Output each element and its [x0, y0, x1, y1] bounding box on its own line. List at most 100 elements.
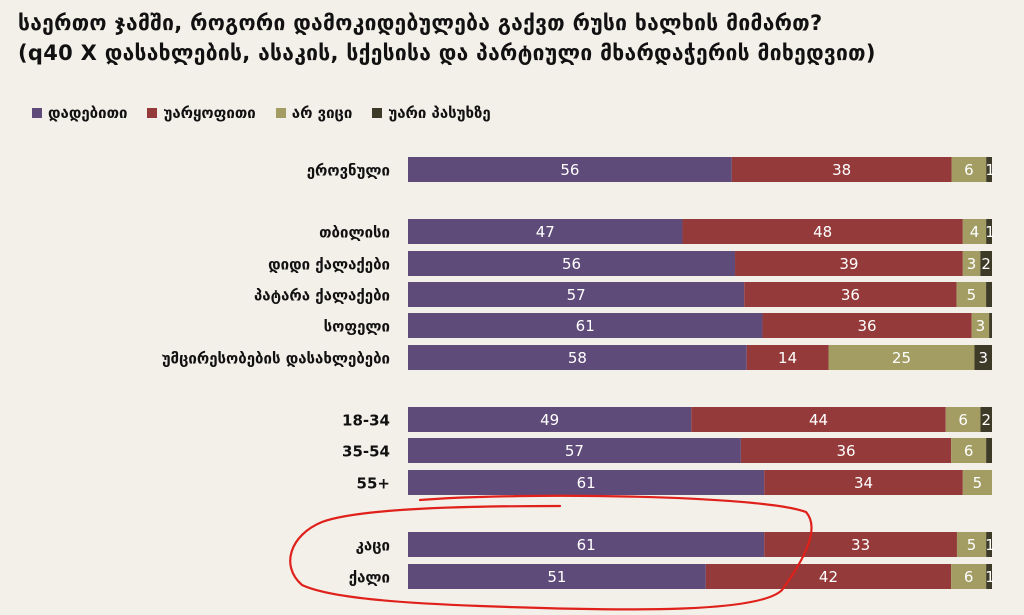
bar-segment	[986, 564, 992, 589]
data-label: 36	[836, 442, 855, 460]
bar-segment	[951, 564, 987, 589]
legend-swatch-negative	[147, 108, 158, 118]
bar-segment	[962, 219, 987, 244]
data-label: 57	[565, 442, 584, 460]
legend-label-negative: უარყოფითი	[163, 104, 256, 122]
data-label: 48	[813, 223, 832, 241]
legend-item-negative: უარყოფითი	[147, 104, 256, 122]
annotation-loop	[289, 494, 813, 611]
bar-segment	[945, 407, 981, 432]
bar-segment	[408, 564, 706, 589]
bar-segment	[408, 470, 765, 495]
category-label: ქალი	[349, 569, 390, 587]
category-label: თბილისი	[319, 224, 390, 242]
data-label: 44	[809, 411, 828, 429]
category-label: სოფელი	[324, 318, 390, 336]
data-label: 6	[958, 411, 968, 429]
legend-label-positive: დადებითი	[48, 104, 128, 122]
data-label: 58	[568, 349, 587, 367]
data-label: 57	[567, 286, 586, 304]
data-label: 36	[841, 286, 860, 304]
bar-segment	[986, 157, 992, 182]
bar-segment	[986, 438, 992, 463]
data-label: 25	[892, 349, 911, 367]
legend-swatch-refused	[372, 108, 383, 118]
data-label: 3	[978, 349, 988, 367]
data-label: 4	[970, 223, 980, 241]
legend-label-dontknow: არ ვიცი	[291, 104, 353, 122]
data-label: 61	[577, 536, 596, 554]
category-label: კაცი	[356, 537, 390, 555]
category-label: პატარა ქალაქები	[254, 287, 390, 305]
category-label: 35-54	[342, 443, 390, 461]
bar-segment	[408, 219, 683, 244]
data-label: 5	[967, 286, 977, 304]
data-label: 6	[964, 161, 974, 179]
title-line-2: (q40 X დასახლების, ასაკის, სქესისა და პა…	[18, 41, 876, 65]
bar-segment	[746, 345, 829, 370]
chart-title: საერთო ჯამში, როგორი დამოკიდებულება გაქვ…	[18, 8, 876, 68]
data-label: 1	[985, 223, 995, 241]
data-label: 51	[547, 568, 566, 586]
data-label: 49	[540, 411, 559, 429]
bar-segment	[986, 532, 992, 557]
bar-segment	[408, 345, 747, 370]
category-label: ეროვნული	[307, 162, 390, 180]
data-label: 14	[778, 349, 797, 367]
bar-segment	[971, 313, 990, 338]
bar-segment	[408, 313, 763, 338]
bar-segment	[980, 251, 992, 276]
bar-segment	[989, 313, 992, 338]
bar-segment	[408, 157, 732, 182]
data-label: 39	[839, 255, 858, 273]
data-label: 2	[981, 255, 991, 273]
data-label: 1	[985, 161, 995, 179]
category-label: დიდი ქალაქები	[268, 256, 390, 274]
bar-segment	[986, 219, 992, 244]
bar-segment	[951, 157, 987, 182]
data-label: 6	[964, 442, 974, 460]
bar-segment	[962, 470, 992, 495]
legend-swatch-dontknow	[275, 108, 286, 118]
bar-segment	[735, 251, 963, 276]
bar-segment	[731, 157, 952, 182]
data-label: 56	[562, 255, 581, 273]
data-label: 34	[854, 474, 873, 492]
bar-segment	[740, 438, 952, 463]
category-label: 55+	[357, 475, 390, 493]
legend-item-dontknow: არ ვიცი	[275, 104, 353, 122]
legend-label-refused: უარი პასუხზე	[388, 104, 491, 122]
data-label: 36	[858, 317, 877, 335]
data-label: 3	[967, 255, 977, 273]
bar-segment	[705, 564, 952, 589]
bar-segment	[962, 251, 981, 276]
data-label: 2	[981, 411, 991, 429]
data-label: 1	[985, 568, 995, 586]
bar-segment	[691, 407, 946, 432]
bar-segment	[762, 313, 972, 338]
data-label: 61	[577, 474, 596, 492]
title-line-1: საერთო ჯამში, როგორი დამოკიდებულება გაქვ…	[18, 11, 823, 35]
bar-segment	[408, 251, 736, 276]
bar-segment	[764, 532, 957, 557]
legend-item-positive: დადებითი	[32, 104, 127, 122]
bar-segment	[974, 345, 992, 370]
legend: დადებითი უარყოფითი არ ვიცი უარი პასუხზე	[32, 104, 491, 122]
data-label: 38	[832, 161, 851, 179]
data-label: 47	[536, 223, 555, 241]
data-label: 5	[967, 536, 977, 554]
data-label: 1	[985, 536, 995, 554]
category-label: 18-34	[342, 412, 390, 430]
data-label: 33	[851, 536, 870, 554]
bar-segment	[744, 282, 957, 307]
data-label: 61	[576, 317, 595, 335]
data-label: 56	[560, 161, 579, 179]
data-label: 42	[819, 568, 838, 586]
bar-segment	[408, 282, 745, 307]
bar-segment	[986, 282, 992, 307]
bar-segment	[956, 532, 987, 557]
category-label: უმცირესობების დასახლებები	[162, 350, 390, 368]
bar-segment	[956, 282, 987, 307]
bar-segment	[764, 470, 963, 495]
